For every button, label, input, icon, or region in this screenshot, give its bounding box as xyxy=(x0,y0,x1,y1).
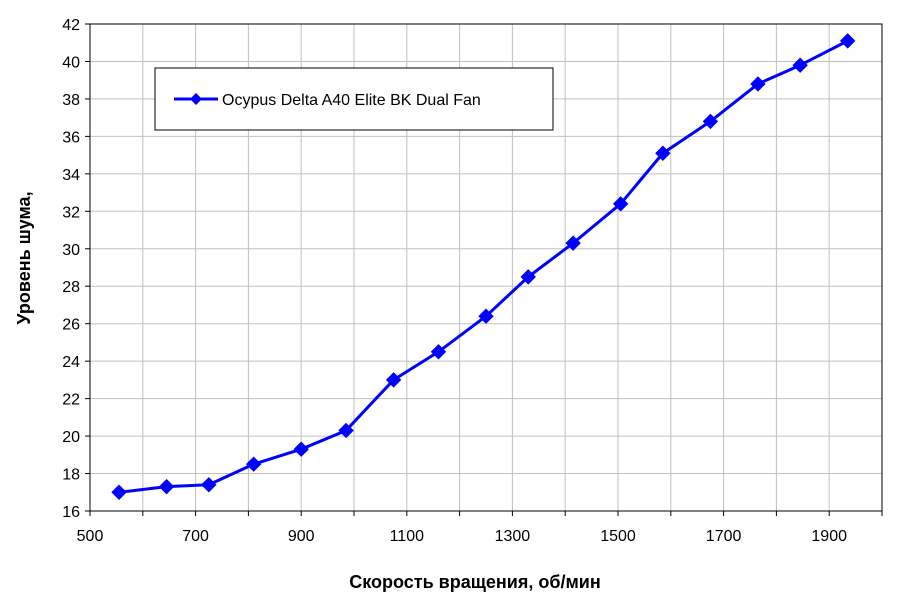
x-axis-title: Скорость вращения, об/мин xyxy=(349,572,601,592)
series-markers xyxy=(111,33,856,500)
x-tick-label: 1900 xyxy=(811,528,847,545)
data-point xyxy=(839,33,856,49)
legend: Ocypus Delta A40 Elite BK Dual Fan xyxy=(154,67,554,131)
data-point xyxy=(655,145,671,161)
data-point xyxy=(201,477,217,493)
legend-marker xyxy=(190,93,202,105)
plot-area xyxy=(89,23,883,512)
y-tick-label: 24 xyxy=(62,354,80,371)
legend-label: Ocypus Delta A40 Elite BK Dual Fan xyxy=(222,92,481,109)
y-tick-label: 26 xyxy=(62,317,80,334)
x-tick-label: 1300 xyxy=(495,528,531,545)
x-tick-label: 500 xyxy=(77,528,104,545)
data-point xyxy=(792,57,808,73)
y-tick-label: 34 xyxy=(62,167,80,184)
data-point xyxy=(702,113,719,130)
data-point xyxy=(245,456,262,472)
y-axis-tick-labels: 16 18 20 22 24 26 28 30 32 34 36 38 40 42 xyxy=(62,17,80,521)
data-point xyxy=(111,484,127,500)
y-tick-label: 32 xyxy=(62,204,80,221)
data-point xyxy=(612,196,629,212)
data-point xyxy=(565,235,581,251)
y-tick-label: 16 xyxy=(62,504,80,521)
x-tick-label: 1500 xyxy=(600,528,636,545)
y-tick-label: 18 xyxy=(62,467,80,484)
y-tick-label: 30 xyxy=(62,242,80,259)
y-axis-title: Уровень шума, xyxy=(14,191,34,324)
data-point xyxy=(385,372,402,388)
data-point xyxy=(520,269,536,285)
y-tick-label: 42 xyxy=(62,17,80,34)
y-tick-label: 28 xyxy=(62,279,80,296)
data-point xyxy=(478,308,494,324)
y-tick-label: 22 xyxy=(62,392,80,409)
data-point xyxy=(750,76,766,92)
data-point xyxy=(293,441,309,457)
data-point xyxy=(338,422,354,439)
y-tick-label: 36 xyxy=(62,129,80,146)
x-tick-label: 1100 xyxy=(390,528,425,545)
data-point xyxy=(430,344,447,360)
data-point xyxy=(158,478,175,495)
legend-box xyxy=(154,67,554,131)
x-tick-label: 700 xyxy=(182,528,209,545)
x-tick-label: 900 xyxy=(288,528,315,545)
x-axis-tick-labels: 500 700 900 1100 1300 1500 1700 1900 xyxy=(77,528,847,545)
x-tick-label: 1700 xyxy=(706,528,742,545)
y-tick-label: 40 xyxy=(62,54,80,71)
y-tick-label: 20 xyxy=(62,429,80,446)
y-tick-label: 38 xyxy=(62,92,80,109)
